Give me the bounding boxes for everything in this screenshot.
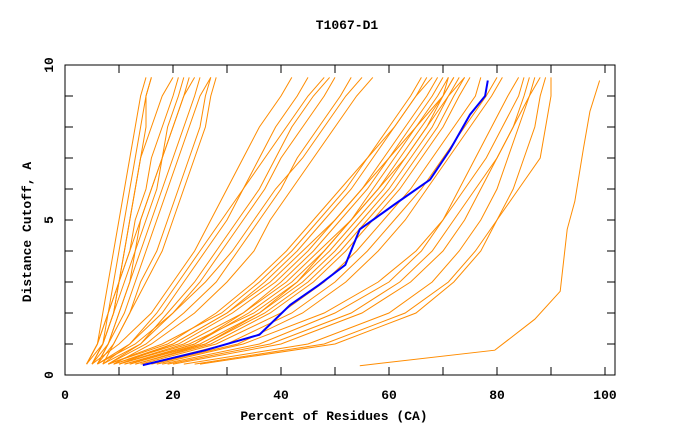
y-tick-label: 0 — [42, 371, 57, 379]
axes-layer: 0 20 40 60 80 100 0 5 10 — [42, 57, 617, 403]
model-series-line-35 — [135, 77, 449, 365]
model-series-line-30 — [140, 77, 482, 365]
model-series-line-13 — [91, 77, 293, 365]
model-series-line-15 — [102, 77, 336, 365]
model-series-line-11 — [86, 77, 152, 365]
model-series-line-20 — [107, 77, 330, 365]
y-tick-label: 10 — [42, 57, 57, 73]
model-series-line-32 — [129, 77, 465, 365]
model-series-line-42 — [194, 77, 552, 365]
model-series-line-40 — [156, 77, 525, 365]
model-series-line-16 — [107, 77, 352, 365]
model-series-line-18 — [113, 77, 374, 365]
model-series-line-34 — [108, 77, 422, 365]
model-series-line-25 — [129, 77, 460, 365]
y-tick-label: 5 — [42, 216, 57, 224]
model-series-line-26 — [118, 77, 449, 365]
model-series-line-23 — [108, 77, 433, 365]
model-series-line-8 — [96, 77, 212, 365]
y-axis-label: Distance Cutoff, A — [20, 162, 35, 303]
model-series-line-22 — [118, 77, 444, 365]
model-series-line-14 — [97, 77, 309, 365]
x-axis-label: Percent of Residues (CA) — [240, 409, 427, 424]
model-series-line-39 — [183, 77, 536, 365]
model-series-line-38 — [172, 77, 530, 365]
x-tick-label: 20 — [165, 388, 181, 403]
model-series-line-44 — [359, 80, 601, 367]
x-tick-label: 80 — [489, 388, 505, 403]
x-tick-label: 0 — [61, 388, 69, 403]
model-series-line-17 — [97, 77, 363, 365]
model-series-line-33 — [145, 77, 498, 365]
series-layer — [86, 77, 601, 367]
x-tick-label: 100 — [593, 388, 617, 403]
model-series-line-36 — [151, 77, 503, 365]
chart-title: T1067-D1 — [316, 18, 379, 33]
model-series-line-9 — [91, 77, 201, 365]
model-series-line-12 — [97, 77, 212, 365]
model-series-line-1 — [86, 77, 147, 365]
x-tick-label: 40 — [273, 388, 289, 403]
highlight-series-line — [142, 80, 489, 367]
x-tick-label: 60 — [381, 388, 397, 403]
model-series-line-43 — [167, 77, 541, 365]
model-series-line-31 — [118, 77, 455, 365]
model-series-line-29 — [124, 77, 466, 365]
model-series-line-19 — [102, 77, 325, 365]
